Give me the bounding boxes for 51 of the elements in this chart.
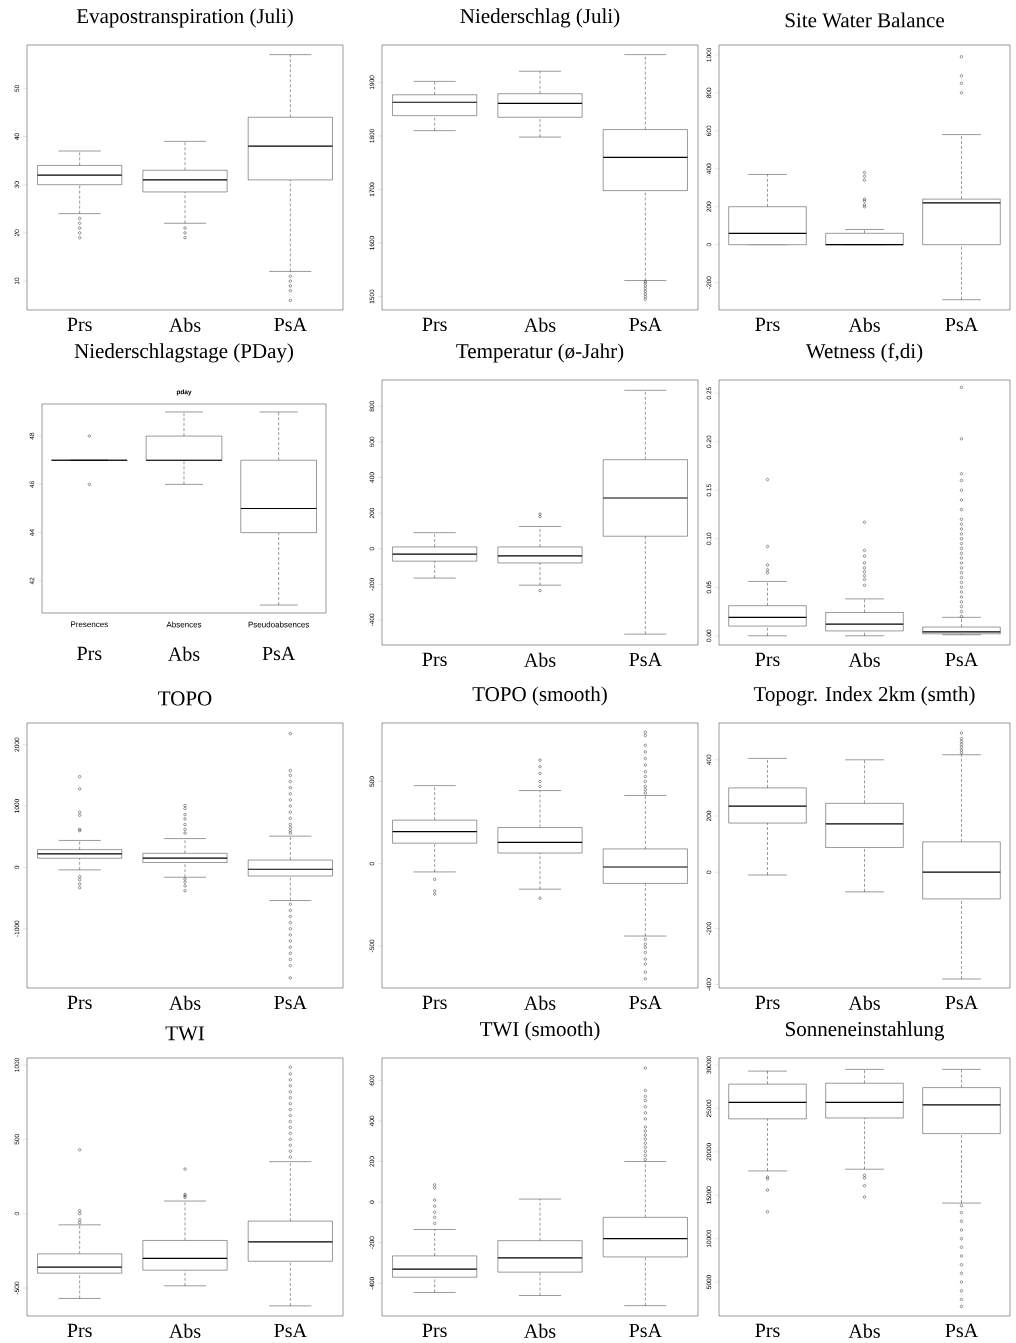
x-tick-label: PsA xyxy=(629,317,662,332)
x-tick-label: Prs xyxy=(755,995,780,1010)
x-tick-label: Prs xyxy=(422,1323,447,1338)
x-tick-label: PsA xyxy=(945,317,979,332)
x-tick-label: PsA xyxy=(629,1323,662,1338)
x-tick-label: Abs xyxy=(169,317,201,332)
chart-title: TOPO (smooth) xyxy=(472,686,607,706)
x-tick-label: Abs xyxy=(169,1323,201,1338)
x-tick-label: PsA xyxy=(262,646,296,661)
text: Absences xyxy=(166,621,202,628)
x-tick-label: Abs xyxy=(524,317,556,332)
x-tick-label: Prs xyxy=(67,1323,92,1338)
chart-title: Evapostranspiration (Juli) xyxy=(76,8,293,28)
x-tick-label: Abs xyxy=(524,1323,556,1338)
x-tick-label: Prs xyxy=(422,652,447,667)
chart-title: Niederschlagstage (PDay) xyxy=(74,343,293,363)
x-tick-label: Abs xyxy=(848,652,880,667)
x-tick-label: PsA xyxy=(945,1323,979,1338)
x-tick-label: Prs xyxy=(422,317,447,332)
text: Pseudoabsences xyxy=(248,621,310,628)
x-tick-label: PsA xyxy=(945,995,979,1010)
chart-title: Wetness (f,di) xyxy=(805,343,923,363)
x-tick-label: Prs xyxy=(67,317,92,332)
x-tick-label: Abs xyxy=(848,995,880,1010)
x-tick-label: Abs xyxy=(524,652,556,667)
x-tick-label: PsA xyxy=(945,652,979,667)
chart-title: TOPO xyxy=(158,691,212,706)
x-tick-label: Prs xyxy=(77,646,102,661)
chart-title: Niederschlag (Juli) xyxy=(460,8,620,28)
x-tick-label: PsA xyxy=(629,652,662,667)
chart-title: TWI (smooth) xyxy=(480,1021,600,1041)
chart-title: Site Water Balance xyxy=(785,12,944,28)
text: Presences xyxy=(71,621,108,628)
x-tick-label: Abs xyxy=(524,995,556,1010)
x-tick-label: Abs xyxy=(169,995,201,1010)
chart-title: Sonneneinstahlung xyxy=(786,1021,945,1041)
x-tick-label: Prs xyxy=(755,1323,780,1338)
x-tick-label: Prs xyxy=(422,995,447,1010)
chart-title: TWI xyxy=(165,1026,205,1041)
x-tick-label: Abs xyxy=(168,646,200,661)
x-tick-label: Prs xyxy=(755,317,780,332)
x-tick-label: Prs xyxy=(755,652,780,667)
x-tick-label: PsA xyxy=(274,995,307,1010)
x-tick-label: Abs xyxy=(848,1323,880,1338)
x-tick-label: Abs xyxy=(848,317,880,332)
x-tick-label: Prs xyxy=(67,995,92,1010)
chart-title: Topogr. Index 2km (smth) xyxy=(753,686,975,706)
x-tick-label: PsA xyxy=(274,317,307,332)
x-tick-label: PsA xyxy=(274,1323,307,1338)
chart-title: Temperatur (ø-Jahr) xyxy=(456,343,624,363)
x-tick-label: PsA xyxy=(629,995,662,1010)
